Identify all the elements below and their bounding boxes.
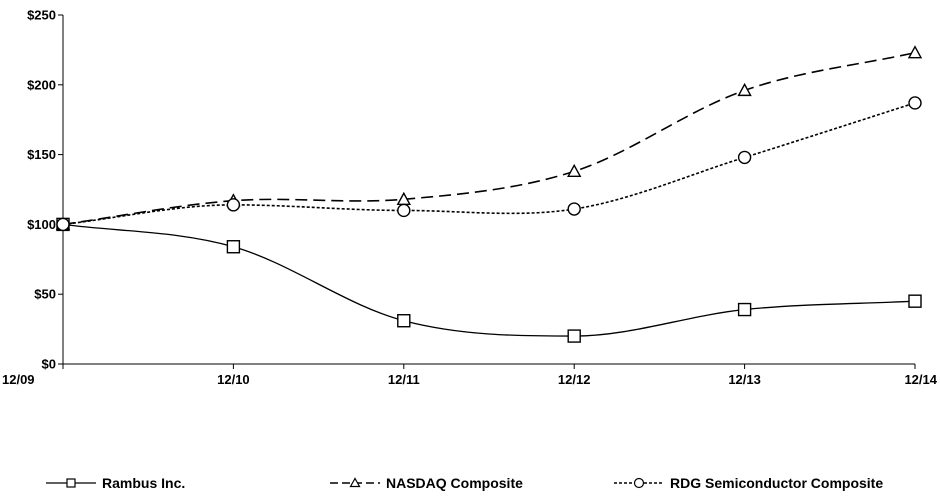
legend-label: Rambus Inc. [102,475,185,491]
legend-label: RDG Semiconductor Composite [670,475,883,491]
series-line-triangle [62,51,916,226]
series-line-circle [62,102,916,226]
legend-label: NASDAQ Composite [386,475,523,491]
y-tick-label: $50 [34,287,56,302]
data-point-circle [908,96,922,110]
series-layer [55,45,923,343]
data-point-triangle [907,45,923,59]
x-tick-label: 12/11 [388,372,420,387]
chart-axes [62,15,915,365]
y-tick-label: $0 [42,357,56,372]
legend-marker-triangle [349,477,361,488]
x-tick-label: 12/10 [217,372,250,387]
data-point-circle [397,203,411,218]
data-point-triangle [567,163,582,178]
series-line-square [62,223,916,337]
x-tick-label: 12/12 [558,372,591,387]
data-point-circle [737,150,752,165]
y-tick-label: $150 [27,147,56,162]
legend-marker-square [66,478,76,488]
legend-marker-circle [633,477,645,489]
x-tick-label: 12/13 [728,372,761,387]
data-point-square [226,240,241,254]
data-point-square [908,294,922,308]
x-tick-label: 12/09 [2,372,35,387]
data-point-circle [56,217,70,232]
data-point-square [737,302,752,317]
y-tick-label: $250 [27,8,56,23]
y-axis-ticks: $0 $50 $100 $150 $200 $250 [27,8,63,372]
x-tick-label: 12/14 [904,372,937,387]
data-point-square [397,314,411,328]
legend: Rambus Inc. NASDAQ Composite RDG Semicondu… [46,475,883,491]
data-point-triangle [737,82,752,97]
data-point-circle [567,202,581,216]
x-axis-ticks: 12/09 12/10 12/11 12/12 12/13 12/14 [2,364,938,387]
y-tick-label: $100 [27,217,56,232]
y-tick-label: $200 [27,77,56,92]
data-point-square [567,329,581,343]
data-point-circle [226,198,241,212]
